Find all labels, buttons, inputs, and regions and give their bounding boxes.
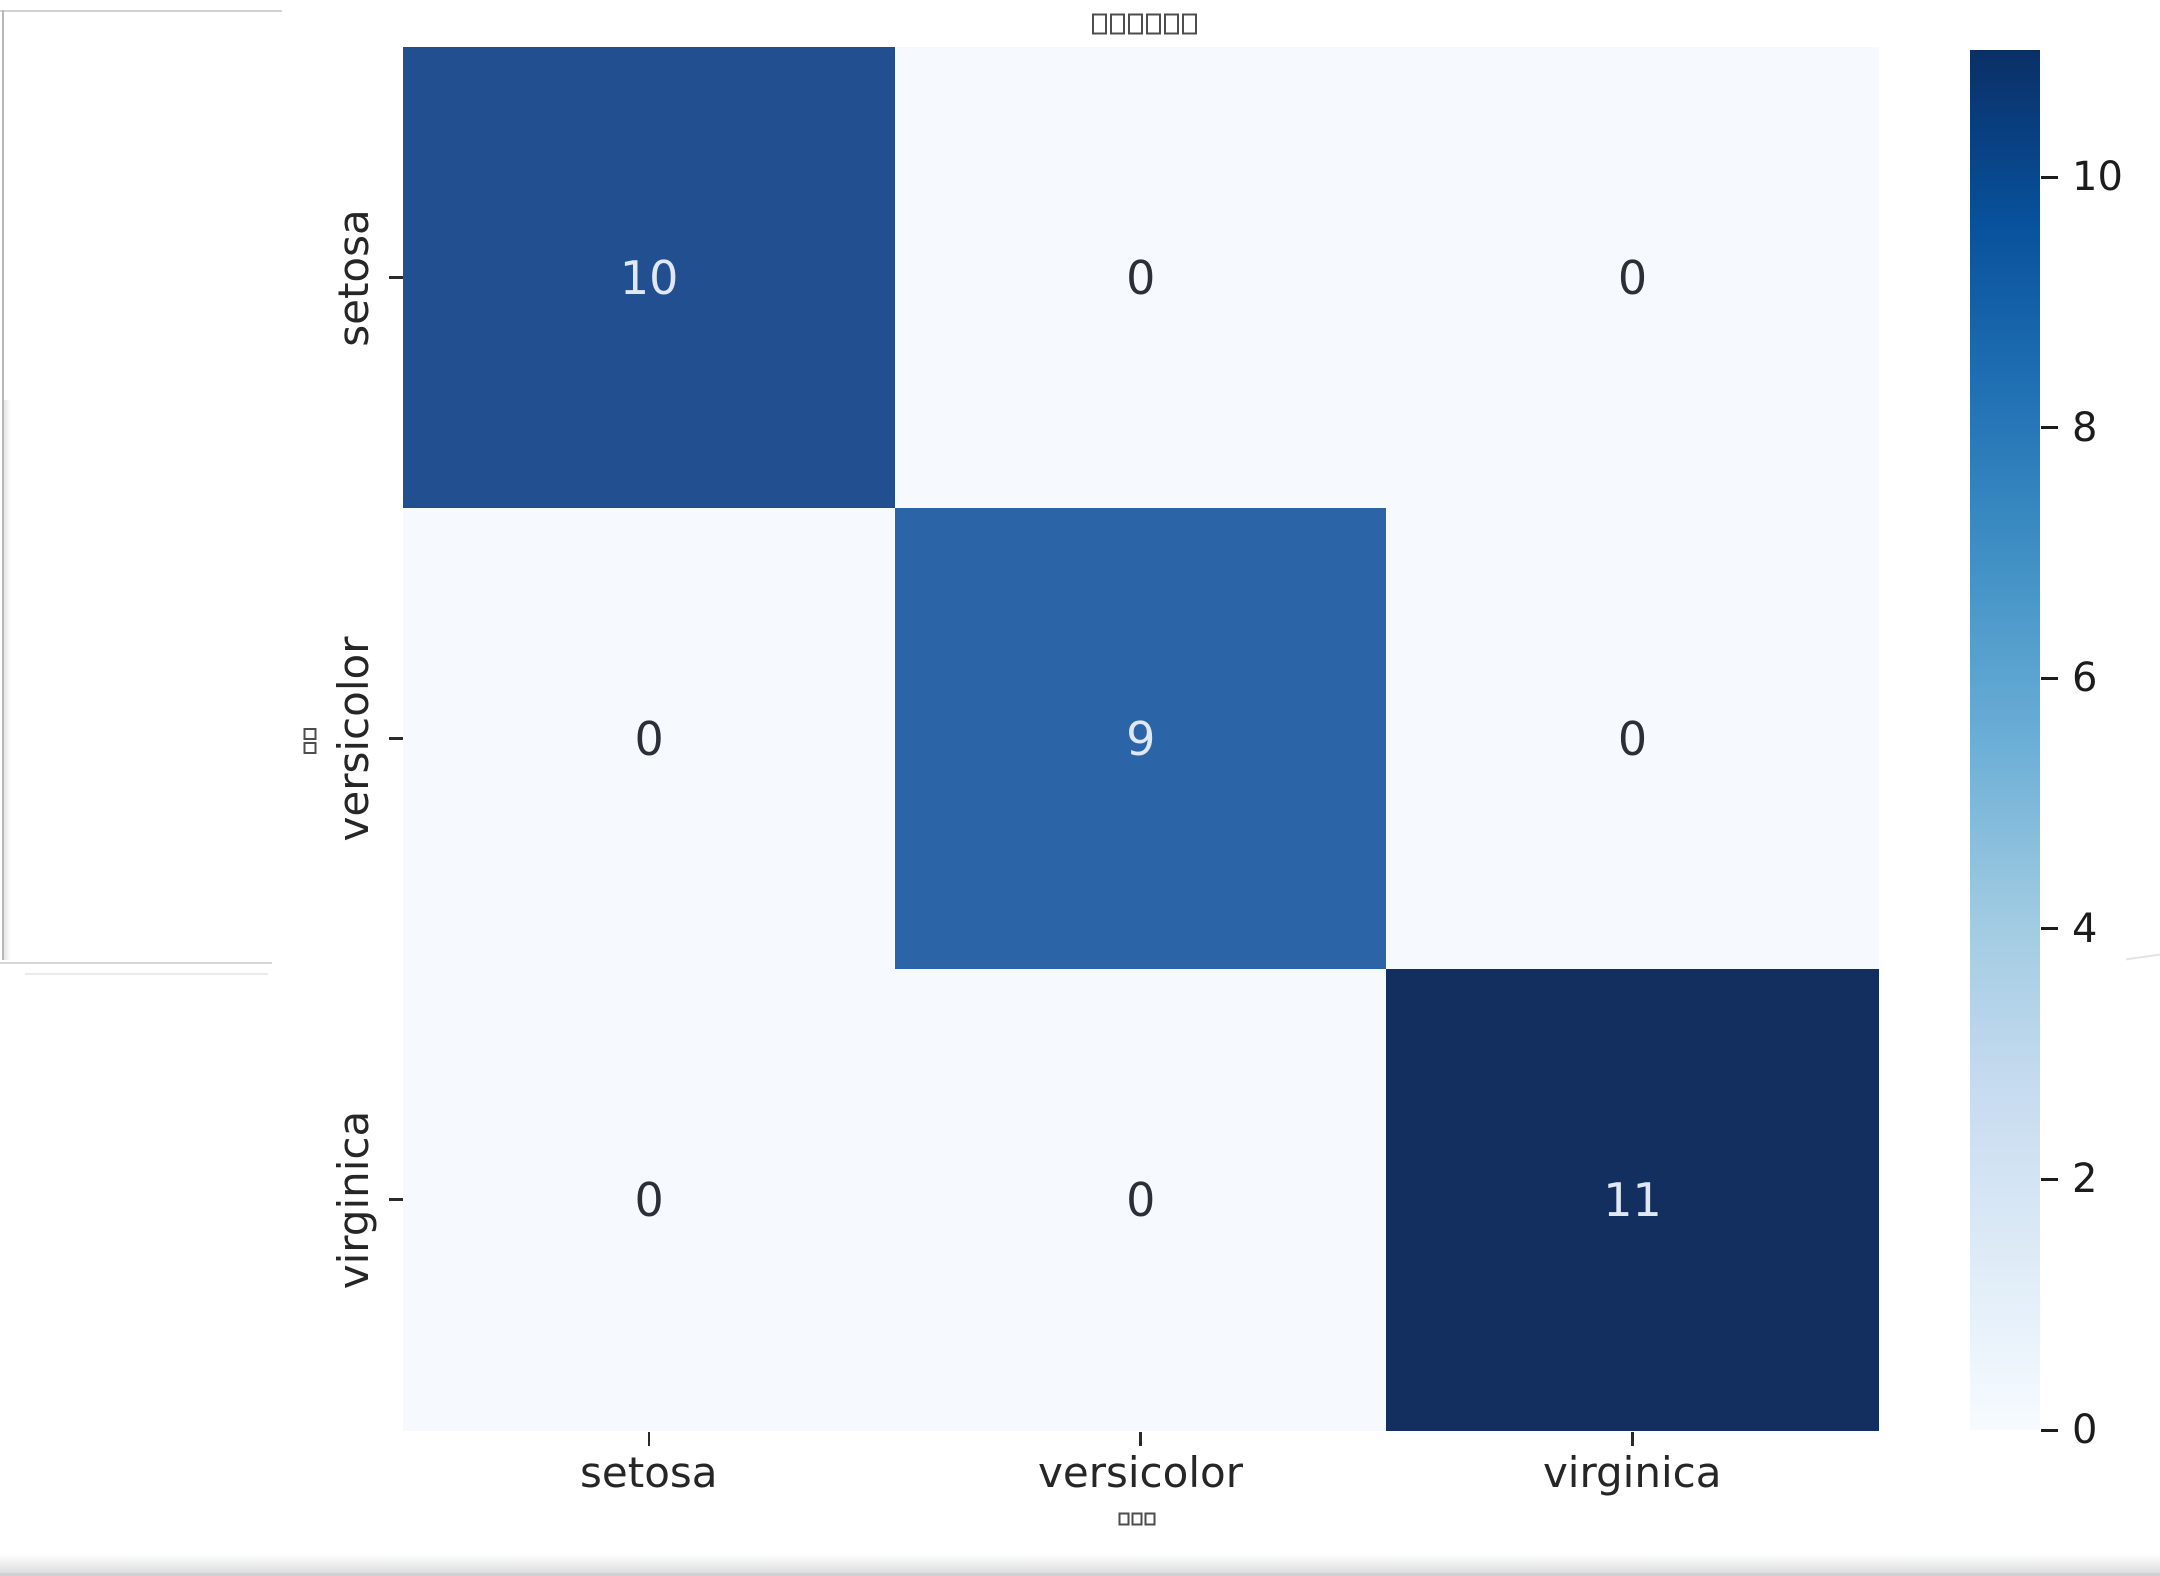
heatmap-cell-virginica-setosa: 0 [403, 969, 896, 1431]
missing-glyph-box [303, 728, 317, 740]
missing-glyph-box [1163, 13, 1179, 35]
window-seam-right-edge [2126, 953, 2160, 961]
colorbar-tick-mark [2041, 175, 2058, 179]
colorbar-tick-label-4: 4 [2072, 905, 2098, 952]
y-tick-mark [389, 276, 403, 279]
window-seam-line-faint [25, 973, 268, 975]
cell-value: 11 [1603, 1172, 1662, 1227]
colorbar-tick-label-8: 8 [2072, 404, 2098, 451]
cell-value: 0 [1126, 250, 1156, 305]
cell-value: 0 [634, 1172, 664, 1227]
window-seam-line [0, 962, 272, 964]
heatmap-cell-virginica-versicolor: 0 [894, 969, 1387, 1431]
x-axis-label-missing-glyphs [1118, 1512, 1157, 1526]
missing-glyph-box [1181, 13, 1197, 35]
x-tick-label-virginica: virginica [1542, 1448, 1722, 1497]
colorbar-tick-mark [2041, 426, 2058, 430]
heatmap-cell-versicolor-versicolor: 9 [894, 508, 1387, 970]
colorbar-tick-label-2: 2 [2072, 1156, 2098, 1203]
y-axis-label-missing-glyphs [303, 727, 317, 755]
plot-title-missing-glyphs [1090, 13, 1198, 35]
missing-glyph-box [1144, 1512, 1156, 1526]
cell-value: 10 [619, 250, 679, 305]
missing-glyph-box [1131, 1512, 1143, 1526]
y-tick-label-versicolor: versicolor [329, 636, 378, 841]
y-tick-mark [389, 737, 403, 740]
colorbar-tick-label-10: 10 [2072, 154, 2123, 200]
y-tick-label-virginica: virginica [329, 1110, 378, 1289]
missing-glyph-box [1127, 13, 1143, 35]
window-edge-line-left [2, 10, 4, 963]
cell-value: 0 [1617, 250, 1648, 305]
heatmap-cell-setosa-versicolor: 0 [894, 47, 1387, 509]
window-edge-line-top-left [0, 10, 282, 12]
missing-glyph-box [1109, 13, 1125, 35]
window-shadow-left [4, 400, 11, 963]
x-tick-label-versicolor: versicolor [1038, 1448, 1243, 1497]
missing-glyph-box [1118, 1512, 1130, 1526]
x-tick-mark [1139, 1432, 1142, 1446]
colorbar-tick-mark [2041, 676, 2058, 680]
window-edge-bottom [0, 1573, 2160, 1576]
colorbar-tick-mark [2041, 1428, 2058, 1432]
heatmap-cell-virginica-virginica: 11 [1386, 969, 1879, 1431]
cell-value: 0 [1617, 711, 1648, 766]
y-tick-label-setosa: setosa [329, 208, 378, 347]
y-tick-mark [389, 1198, 403, 1201]
x-tick-mark [1631, 1432, 1634, 1446]
heatmap-cell-versicolor-setosa: 0 [403, 508, 896, 970]
heatmap-cell-setosa-setosa: 10 [403, 47, 896, 509]
heatmap-cell-versicolor-virginica: 0 [1386, 508, 1879, 970]
cell-value: 9 [1126, 711, 1156, 766]
missing-glyph-box [1145, 13, 1161, 35]
colorbar-gradient [1970, 50, 2040, 1430]
colorbar-tick-label-6: 6 [2072, 655, 2098, 702]
heatmap-cell-setosa-virginica: 0 [1386, 47, 1879, 509]
missing-glyph-box [303, 742, 317, 754]
window-shadow-bottom [0, 1554, 2160, 1576]
x-tick-label-setosa: setosa [580, 1448, 718, 1497]
cell-value: 0 [1126, 1172, 1156, 1227]
colorbar-tick-mark [2041, 927, 2058, 931]
colorbar-tick-label-0: 0 [2072, 1407, 2098, 1453]
colorbar-tick-mark [2041, 1177, 2058, 1181]
x-tick-mark [647, 1432, 651, 1446]
missing-glyph-box [1091, 13, 1107, 35]
cell-value: 0 [634, 711, 664, 766]
